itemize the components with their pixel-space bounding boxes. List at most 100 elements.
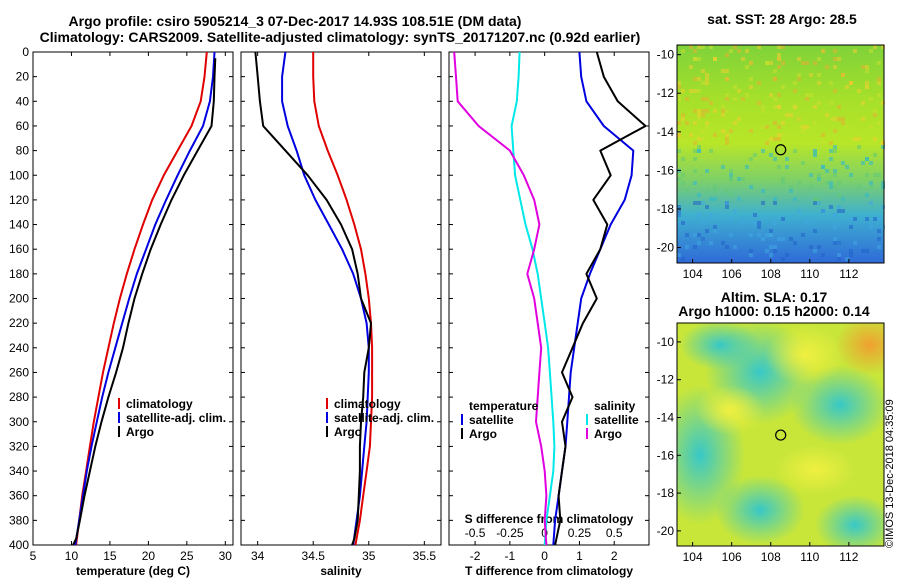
sst-noise-pixel bbox=[705, 109, 709, 113]
map-ytick-label: -16 bbox=[657, 448, 675, 462]
sst-noise-pixel bbox=[777, 53, 781, 57]
sst-noise-pixel bbox=[677, 85, 681, 89]
timestamp: ©IMOS 13-Dec-2018 04:35:09 bbox=[884, 399, 896, 548]
sst-noise-pixel bbox=[781, 61, 785, 65]
sst-noise-pixel bbox=[693, 169, 697, 173]
ytick-label: 140 bbox=[9, 218, 29, 232]
sst-noise-pixel bbox=[837, 105, 841, 109]
panel-frame bbox=[240, 51, 442, 546]
map-xtick-label: 112 bbox=[839, 550, 858, 564]
legend-swatch bbox=[326, 412, 328, 423]
sst-noise-pixel bbox=[713, 197, 717, 201]
sst-noise-pixel bbox=[821, 209, 825, 213]
sst-noise-pixel bbox=[697, 89, 701, 93]
sst-noise-pixel bbox=[705, 229, 709, 233]
sst-noise-pixel bbox=[713, 133, 717, 137]
sst-noise-pixel bbox=[685, 121, 689, 125]
sst-noise-pixel bbox=[869, 49, 873, 53]
sst-noise-pixel bbox=[813, 105, 817, 109]
sst-noise-pixel bbox=[877, 81, 881, 85]
sst-noise-pixel bbox=[737, 177, 741, 181]
sst-noise-pixel bbox=[681, 257, 685, 261]
sst-noise-pixel bbox=[693, 157, 697, 161]
sst-noise-pixel bbox=[865, 217, 869, 221]
sst-noise-pixel bbox=[805, 61, 809, 65]
sst-noise-pixel bbox=[797, 57, 801, 61]
sst-noise-pixel bbox=[865, 193, 869, 197]
legend-label: satellite-adj. clim. bbox=[126, 411, 226, 425]
sst-noise-pixel bbox=[733, 209, 737, 213]
sst-noise-pixel bbox=[725, 201, 729, 205]
sst-noise-pixel bbox=[869, 125, 873, 129]
sst-noise-pixel bbox=[817, 177, 821, 181]
sst-noise-pixel bbox=[677, 97, 681, 101]
sst-noise-pixel bbox=[849, 225, 853, 229]
sst-noise-pixel bbox=[721, 105, 725, 109]
map-ytick-label: -10 bbox=[657, 48, 675, 62]
xtick-label: 10 bbox=[65, 549, 79, 563]
sst-noise-pixel bbox=[721, 113, 725, 117]
sst-noise-pixel bbox=[805, 93, 809, 97]
sst-noise-pixel bbox=[793, 105, 797, 109]
sst-noise-pixel bbox=[725, 133, 729, 137]
sst-noise-pixel bbox=[725, 141, 729, 145]
sst-noise-pixel bbox=[705, 205, 709, 209]
sst-noise-pixel bbox=[837, 253, 841, 257]
sst-noise-pixel bbox=[825, 65, 829, 69]
sst-noise-pixel bbox=[693, 89, 697, 93]
sst-noise-pixel bbox=[721, 69, 725, 73]
series-line-s-satellite bbox=[510, 52, 556, 545]
map-ytick-label: -14 bbox=[657, 410, 675, 424]
sst-noise-pixel bbox=[737, 49, 741, 53]
sst-noise-pixel bbox=[805, 125, 809, 129]
sst-noise-pixel bbox=[841, 117, 845, 121]
sst-noise-pixel bbox=[701, 129, 705, 133]
sst-noise-pixel bbox=[777, 105, 781, 109]
sst-noise-pixel bbox=[833, 173, 837, 177]
legend-swatch bbox=[461, 414, 463, 425]
sst-noise-pixel bbox=[813, 197, 817, 201]
sst-noise-pixel bbox=[813, 249, 817, 253]
sst-noise-pixel bbox=[861, 65, 865, 69]
sst-noise-pixel bbox=[845, 85, 849, 89]
sst-noise-pixel bbox=[713, 189, 717, 193]
sst-noise-pixel bbox=[765, 249, 769, 253]
sst-noise-pixel bbox=[685, 97, 689, 101]
sst-noise-pixel bbox=[853, 137, 857, 141]
sst-noise-pixel bbox=[773, 201, 777, 205]
xtick-label: 2 bbox=[611, 549, 618, 563]
xtick-label: 20 bbox=[142, 549, 156, 563]
sst-noise-pixel bbox=[725, 53, 729, 57]
sst-noise-pixel bbox=[769, 245, 773, 249]
sst-noise-pixel bbox=[817, 245, 821, 249]
sst-noise-pixel bbox=[833, 169, 837, 173]
sst-noise-pixel bbox=[697, 241, 701, 245]
sst-noise-pixel bbox=[841, 121, 845, 125]
sst-noise-pixel bbox=[677, 133, 681, 137]
legend-swatch bbox=[586, 428, 588, 439]
sst-noise-pixel bbox=[757, 81, 761, 85]
sst-noise-pixel bbox=[729, 177, 733, 181]
legend-label: Argo bbox=[334, 425, 362, 439]
sst-noise-pixel bbox=[773, 157, 777, 161]
sst-noise-pixel bbox=[837, 193, 841, 197]
sst-noise-pixel bbox=[777, 45, 781, 49]
sst-noise-pixel bbox=[877, 93, 881, 97]
legend-swatch bbox=[461, 428, 463, 439]
map-ytick-label: -12 bbox=[657, 86, 675, 100]
sst-noise-pixel bbox=[853, 49, 857, 53]
ytick-label: 320 bbox=[9, 439, 29, 453]
sst-noise-pixel bbox=[797, 209, 801, 213]
sst-noise-pixel bbox=[853, 241, 857, 245]
sst-noise-pixel bbox=[829, 101, 833, 105]
sst-noise-pixel bbox=[753, 153, 757, 157]
sst-noise-pixel bbox=[749, 253, 753, 257]
series-line-argo bbox=[254, 52, 372, 545]
sst-noise-pixel bbox=[785, 113, 789, 117]
sst-noise-pixel bbox=[833, 89, 837, 93]
sst-noise-pixel bbox=[753, 213, 757, 217]
sst-noise-pixel bbox=[845, 125, 849, 129]
sst-noise-pixel bbox=[733, 245, 737, 249]
sst-noise-pixel bbox=[813, 153, 817, 157]
map-ytick-label: -16 bbox=[657, 163, 675, 177]
